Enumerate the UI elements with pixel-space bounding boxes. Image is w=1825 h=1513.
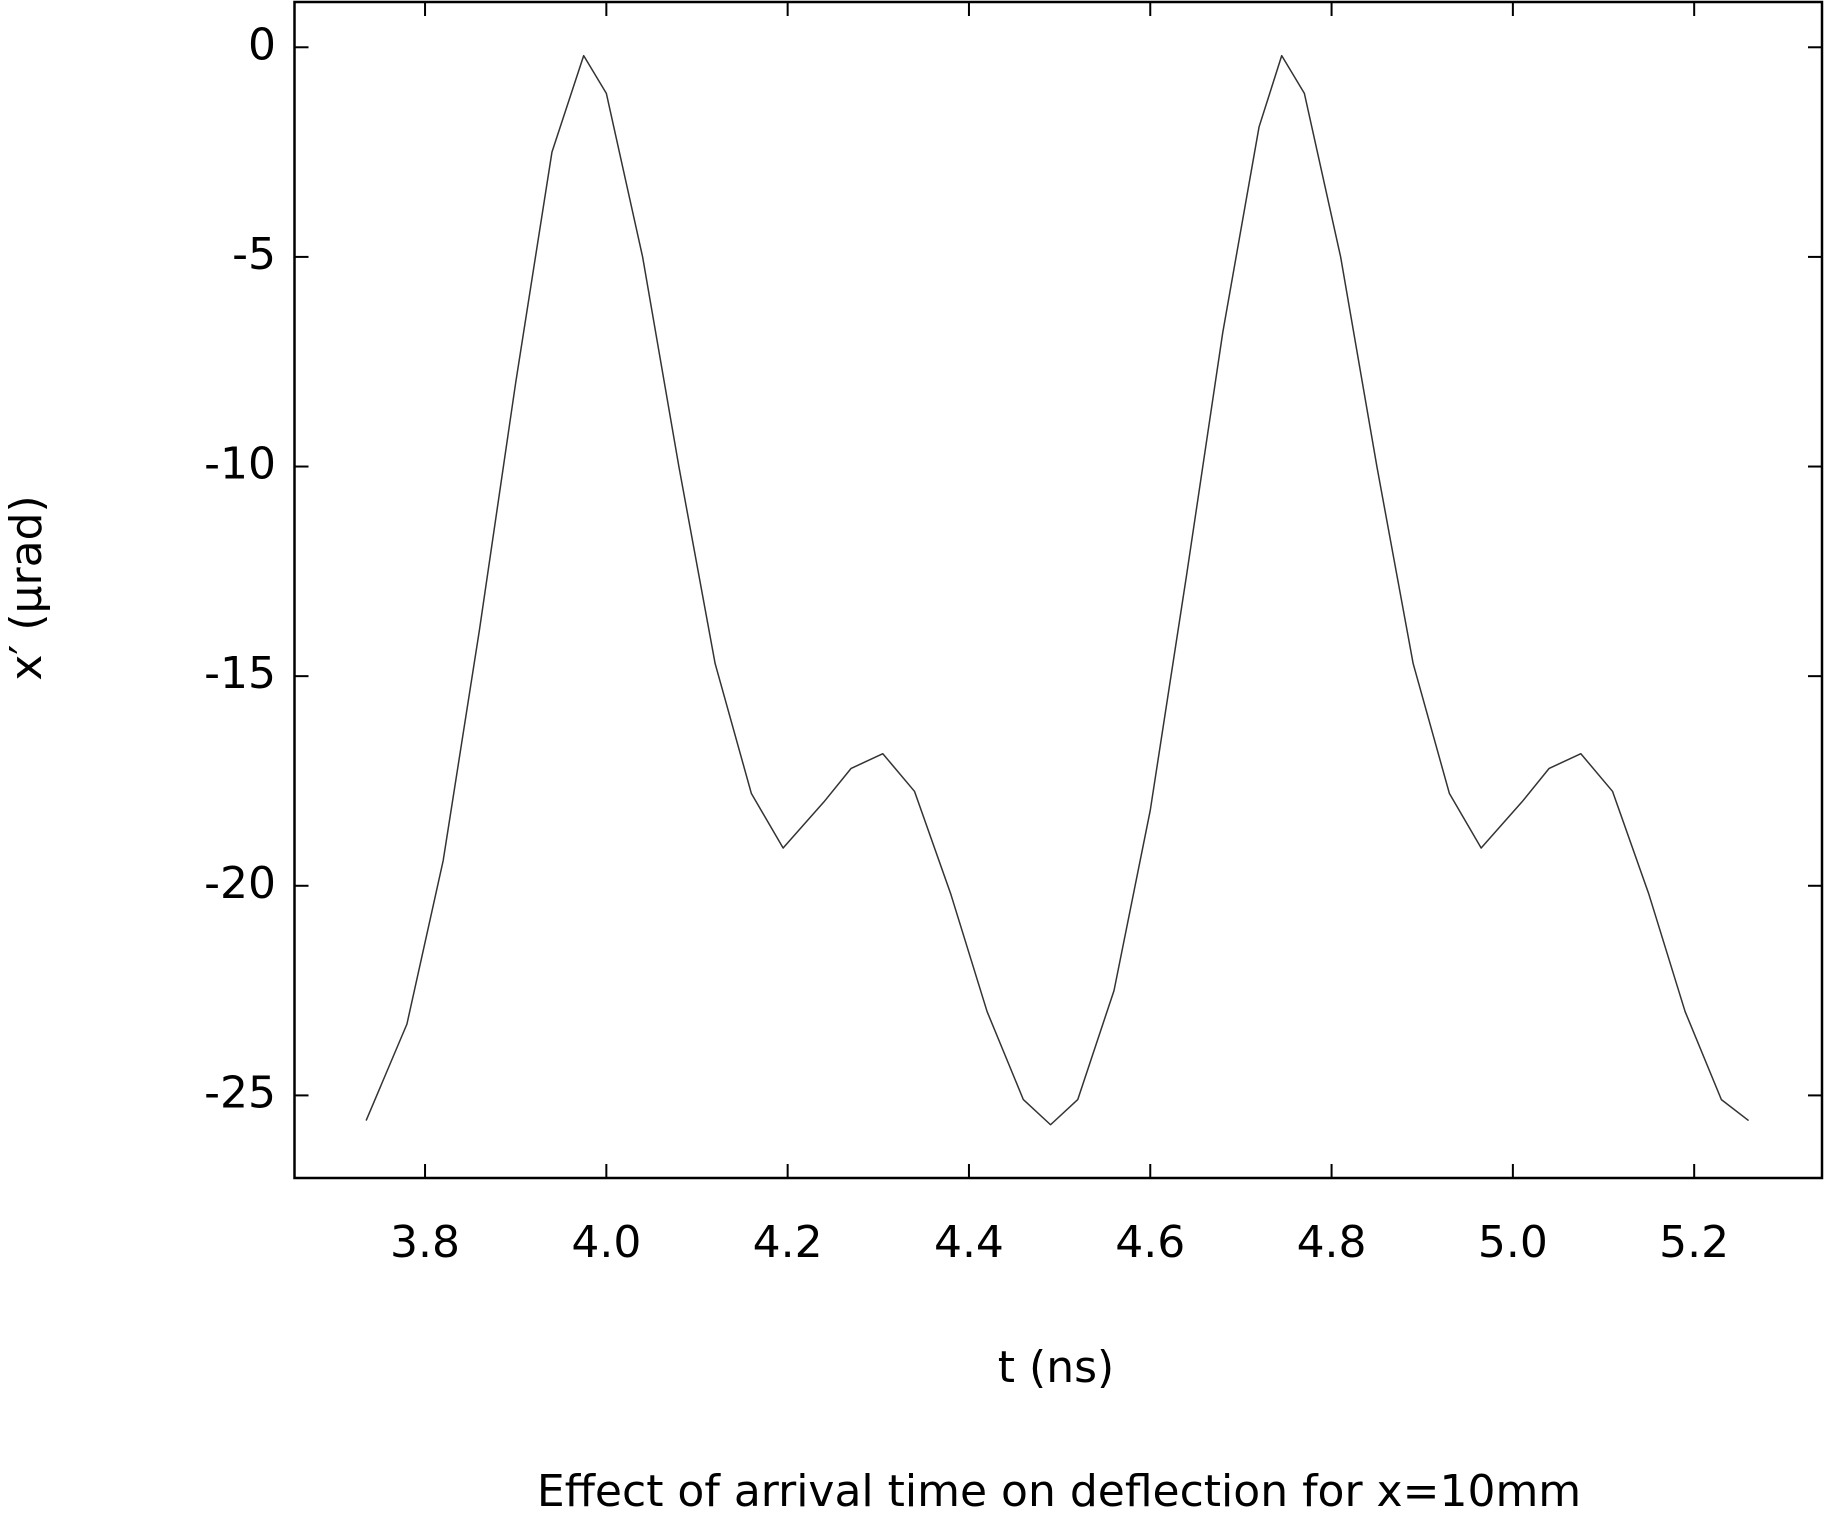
y-tick-label: -25 xyxy=(204,1067,276,1118)
data-line xyxy=(365,54,1750,1126)
y-tick-label: -10 xyxy=(204,439,276,490)
y-tick-label: 0 xyxy=(248,19,276,70)
x-tick-label: 4.8 xyxy=(1297,1217,1367,1268)
x-tick-label: 4.6 xyxy=(1115,1217,1185,1268)
chart-title: Effect of arrival time on deflection for… xyxy=(537,1466,1581,1513)
y-tick-label: -5 xyxy=(232,229,276,280)
x-axis-label: t (ns) xyxy=(998,1342,1114,1393)
y-tick-label: -20 xyxy=(204,858,276,909)
plot-frame xyxy=(293,0,1824,1180)
y-axis-label: x′ (μrad) xyxy=(1,495,52,680)
x-tick-label: 4.4 xyxy=(934,1217,1004,1268)
x-tick-label: 5.2 xyxy=(1659,1217,1729,1268)
x-tick-label: 5.0 xyxy=(1478,1217,1548,1268)
x-tick-label: 4.2 xyxy=(753,1217,823,1268)
x-tick-label: 4.0 xyxy=(571,1217,641,1268)
y-tick-label: -15 xyxy=(204,648,276,699)
x-tick-label: 3.8 xyxy=(390,1217,460,1268)
